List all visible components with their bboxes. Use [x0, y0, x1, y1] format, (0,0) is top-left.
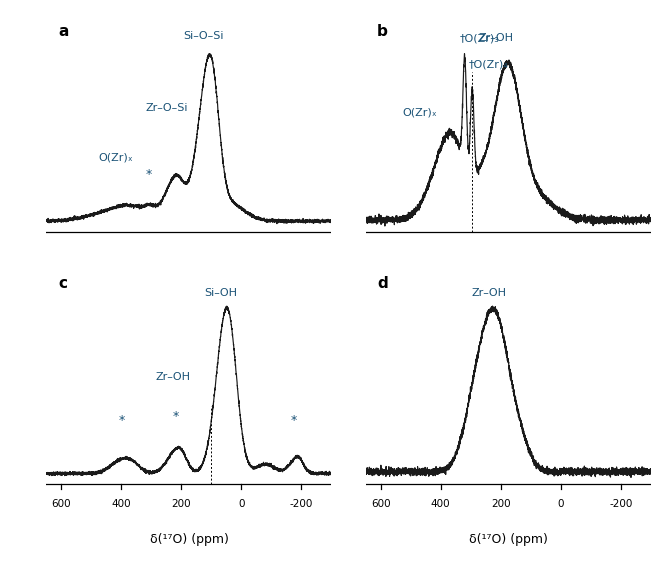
Text: a: a	[58, 24, 68, 39]
Text: d: d	[377, 276, 388, 291]
Text: Zr–O–Si: Zr–O–Si	[145, 103, 188, 113]
Text: 600: 600	[371, 498, 390, 509]
Text: *: *	[173, 410, 179, 423]
Text: 200: 200	[172, 498, 191, 509]
Text: Zr–OH: Zr–OH	[479, 33, 514, 43]
Text: 600: 600	[52, 498, 71, 509]
Text: *: *	[291, 414, 297, 427]
Text: 200: 200	[491, 498, 511, 509]
Text: -200: -200	[609, 498, 632, 509]
Text: 400: 400	[431, 498, 450, 509]
Text: *: *	[146, 167, 152, 181]
Text: -200: -200	[290, 498, 313, 509]
Text: Si–O–Si: Si–O–Si	[183, 31, 223, 42]
Text: Zr–OH: Zr–OH	[472, 288, 507, 298]
Text: 0: 0	[238, 498, 245, 509]
Text: *: *	[118, 414, 125, 427]
Text: †O(Zr)₃: †O(Zr)₃	[459, 33, 499, 43]
Text: b: b	[377, 24, 388, 39]
Text: Si–OH: Si–OH	[205, 288, 238, 298]
Text: 400: 400	[112, 498, 131, 509]
Text: Zr–OH: Zr–OH	[155, 372, 191, 382]
Text: δ(¹⁷O) (ppm): δ(¹⁷O) (ppm)	[469, 533, 548, 546]
Text: †O(Zr)₄: †O(Zr)₄	[468, 60, 508, 70]
Text: O(Zr)ₓ: O(Zr)ₓ	[98, 152, 133, 162]
Text: δ(¹⁷O) (ppm): δ(¹⁷O) (ppm)	[149, 533, 228, 546]
Text: 0: 0	[558, 498, 564, 509]
Text: c: c	[58, 276, 67, 291]
Text: O(Zr)ₓ: O(Zr)ₓ	[402, 107, 437, 117]
